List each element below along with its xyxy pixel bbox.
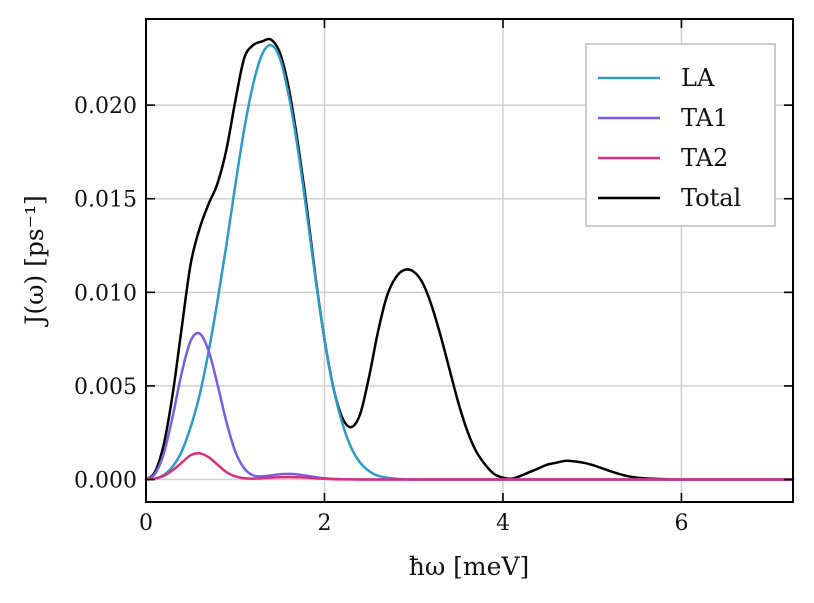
y-axis-label: J(ω) [ps⁻¹] <box>20 195 49 327</box>
legend-label-ta2: TA2 <box>681 144 728 172</box>
plot-frame <box>145 18 794 503</box>
y-tick-label: 0.020 <box>74 94 137 119</box>
axis-ticks: 0 2 4 6 0.000 0.005 0.010 0.015 0.020 <box>74 19 793 536</box>
legend-label-ta1: TA1 <box>681 104 728 132</box>
y-tick-label: 0.000 <box>74 469 137 494</box>
x-tick-label: 6 <box>674 511 688 536</box>
legend: LA TA1 TA2 Total <box>585 43 776 227</box>
series-lines <box>144 37 795 481</box>
y-tick-label: 0.015 <box>74 188 137 213</box>
legend-label-total: Total <box>681 184 741 212</box>
legend-box <box>585 43 776 227</box>
x-tick-label: 4 <box>496 511 510 536</box>
y-tick-label: 0.005 <box>74 375 137 400</box>
x-tick-label: 2 <box>317 511 331 536</box>
series-line-ta2 <box>144 452 795 481</box>
series-line-total <box>144 37 795 481</box>
x-axis-label: ħω [meV] <box>409 552 530 581</box>
x-tick-label: 0 <box>139 511 153 536</box>
legend-label-la: LA <box>681 64 715 92</box>
y-tick-label: 0.010 <box>74 281 137 306</box>
